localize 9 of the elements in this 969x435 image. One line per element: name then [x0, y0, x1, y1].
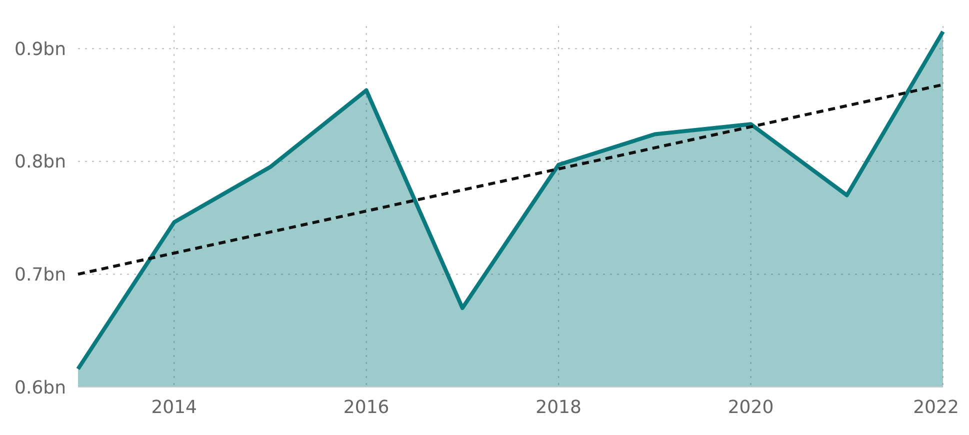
y-tick-label: 0.7bn [14, 264, 66, 286]
x-tick-label: 2016 [343, 397, 390, 418]
x-tick-label: 2014 [151, 397, 198, 418]
x-tick-label: 2018 [536, 397, 582, 418]
x-tick-label: 2020 [728, 397, 774, 418]
x-tick-label: 2022 [913, 397, 959, 418]
y-tick-label: 0.9bn [14, 38, 66, 60]
y-tick-label: 0.6bn [14, 377, 66, 398]
y-tick-label: 0.8bn [14, 152, 66, 173]
